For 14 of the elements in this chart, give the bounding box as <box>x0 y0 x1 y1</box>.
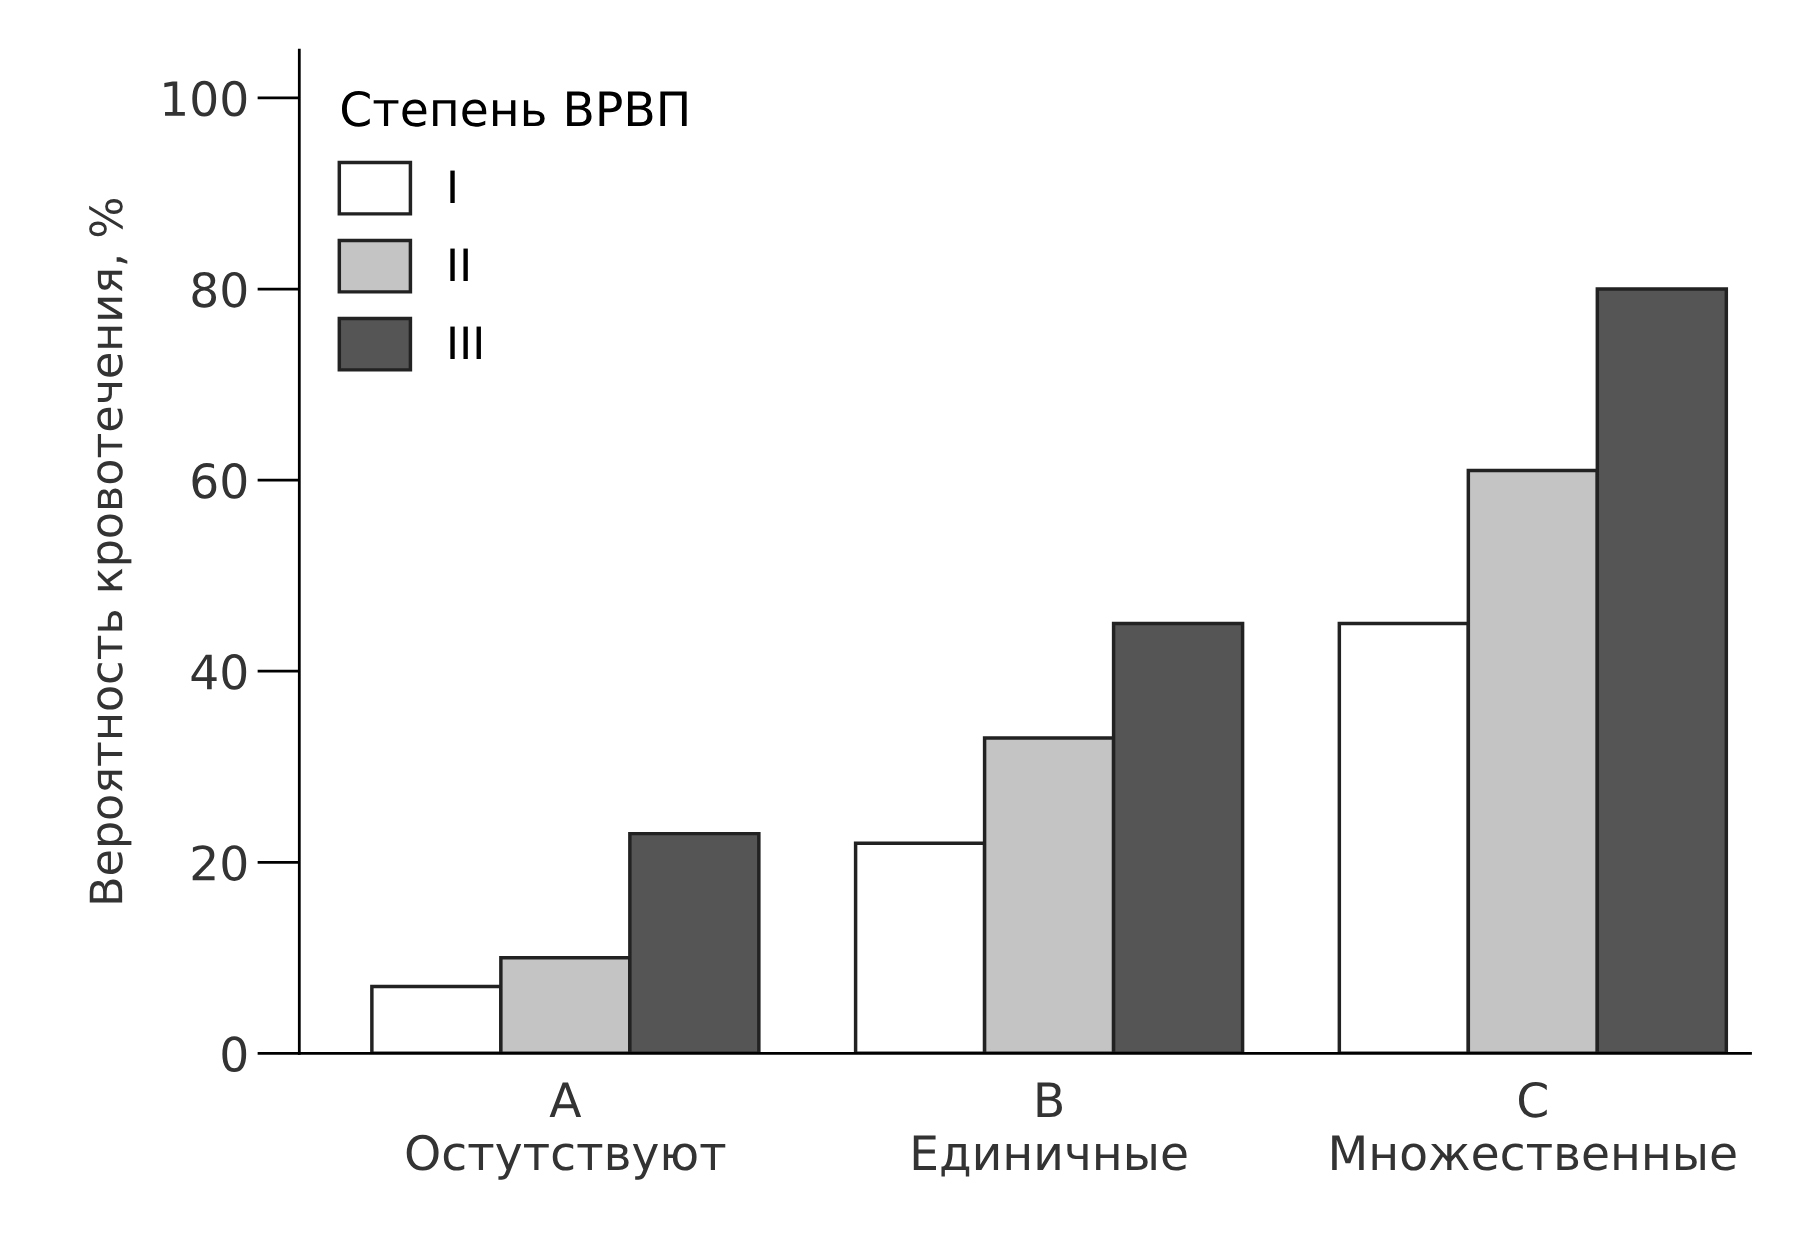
legend-label: II <box>450 248 468 281</box>
y-tick-label: 100 <box>164 80 247 117</box>
y-tick-label: 0 <box>222 1036 247 1072</box>
x-tick-label: C Множественные <box>1332 1081 1736 1171</box>
y-axis-title: Вероятность кровотечения, % <box>89 199 132 903</box>
x-tick-label: B Единичные <box>913 1082 1187 1177</box>
legend-label: I <box>450 170 455 203</box>
x-tick-label: A Остутствуют <box>406 1082 726 1180</box>
y-tick-label: 60 <box>192 463 247 499</box>
legend-label: III <box>450 326 481 359</box>
y-tick-label: 40 <box>191 654 247 690</box>
legend-title: Степень ВРВП <box>341 90 687 127</box>
y-tick-label: 20 <box>192 845 247 881</box>
y-tick-label: 80 <box>192 271 247 308</box>
